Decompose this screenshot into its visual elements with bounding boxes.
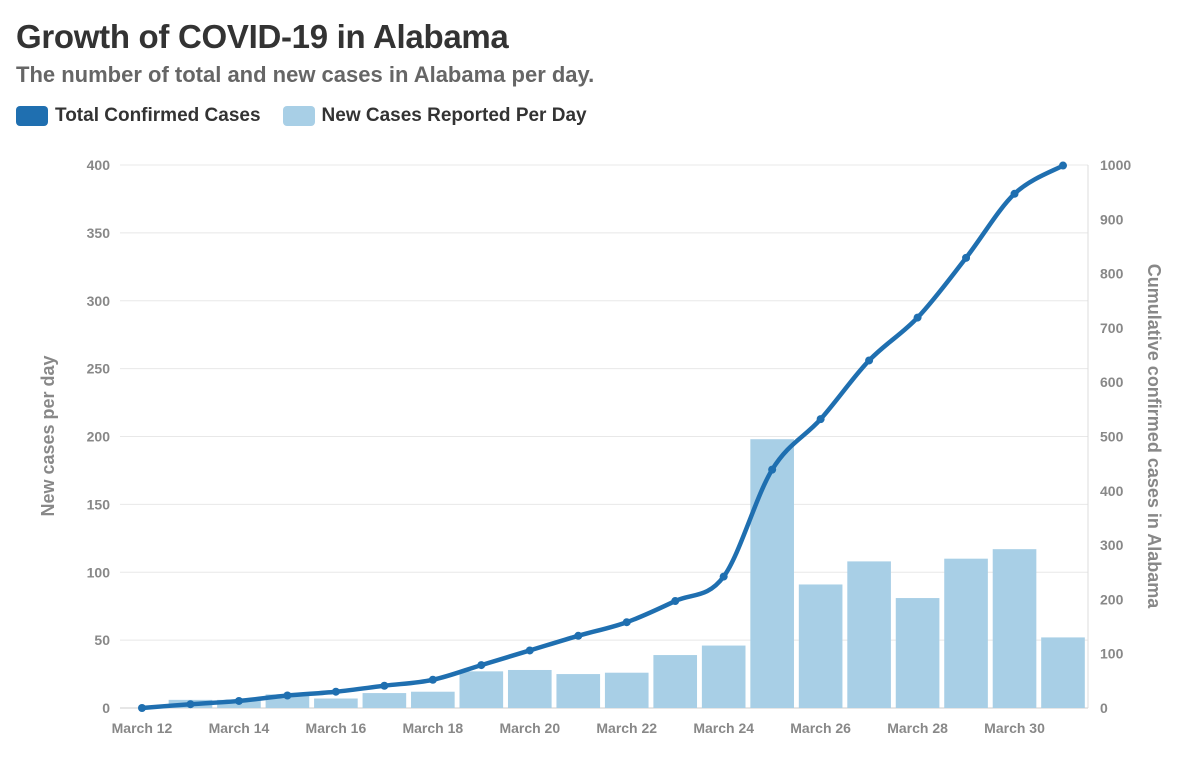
line-point: [913, 313, 922, 322]
bar-series: [168, 439, 1085, 708]
bar: [1041, 637, 1085, 708]
grid-lines: [120, 164, 1089, 709]
line-point: [138, 704, 146, 712]
y2-tick-label: 0: [1100, 700, 1108, 716]
bar: [507, 669, 552, 708]
x-axis-ticks: March 12 March 14 March 16 March 18 March 20…: [112, 720, 1045, 736]
chart-legend: Total Confirmed Cases New Cases Reported…: [16, 105, 609, 127]
legend-label-new: New Cases Reported Per Day: [321, 105, 587, 126]
line-point: [283, 691, 292, 700]
x-tick-label: March 12: [112, 720, 173, 736]
y2-tick-label: 500: [1100, 429, 1124, 445]
y-tick-label: 50: [94, 632, 110, 648]
legend-item-new: New Cases Reported Per Day: [282, 105, 587, 127]
line-point: [380, 681, 389, 690]
bar: [653, 655, 698, 708]
line-point: [671, 597, 680, 606]
y-tick-label: 350: [87, 225, 111, 241]
x-tick-label: March 22: [596, 720, 657, 736]
legend-swatch-total: [16, 106, 48, 126]
line-point: [865, 356, 874, 365]
bar: [701, 645, 746, 708]
line-point: [962, 253, 971, 262]
bar: [992, 549, 1037, 708]
right-axis-ticks: 0 100 200 300 400 500 600 700 800 900 1000: [1100, 157, 1131, 716]
line-point: [186, 700, 195, 709]
x-tick-label: March 30: [984, 720, 1045, 736]
y-tick-label: 250: [87, 361, 111, 377]
x-tick-label: March 18: [402, 720, 463, 736]
chart-title: Growth of COVID-19 in Alabama: [16, 18, 509, 55]
bar: [362, 693, 407, 708]
bar: [556, 674, 601, 708]
bar: [604, 672, 649, 708]
x-tick-label: March 26: [790, 720, 851, 736]
line-point: [331, 687, 340, 696]
bar: [750, 439, 794, 708]
y2-tick-label: 600: [1100, 374, 1124, 390]
y2-tick-label: 1000: [1100, 157, 1131, 173]
line-point: [816, 415, 825, 424]
bar: [459, 671, 504, 708]
line-point: [525, 646, 534, 655]
y-tick-label: 0: [102, 700, 110, 716]
x-tick-label: March 16: [306, 720, 367, 736]
legend-item-total: Total Confirmed Cases: [16, 105, 261, 127]
bar: [798, 584, 843, 708]
line-point: [234, 696, 243, 705]
y2-tick-label: 300: [1100, 537, 1124, 553]
line-point: [574, 631, 583, 640]
left-axis-title: New cases per day: [38, 355, 58, 516]
y-tick-label: 200: [87, 429, 111, 445]
line-point: [1010, 189, 1019, 198]
y-tick-label: 400: [87, 157, 111, 173]
line-point: [622, 618, 631, 627]
y2-tick-label: 700: [1100, 320, 1124, 336]
y-tick-label: 100: [87, 564, 111, 580]
y2-tick-label: 100: [1100, 646, 1124, 662]
line-point: [719, 572, 728, 581]
line-point: [1059, 161, 1067, 170]
left-axis-ticks: 0 50 100 150 200 250 300 350 400: [87, 157, 111, 716]
right-axis-title: Cumulative confirmed cases in Alabama: [1144, 264, 1164, 609]
legend-label-total: Total Confirmed Cases: [55, 105, 261, 126]
x-tick-label: March 24: [693, 720, 754, 736]
x-tick-label: March 14: [209, 720, 270, 736]
chart-subtitle: The number of total and new cases in Ala…: [16, 62, 595, 87]
y2-tick-label: 200: [1100, 591, 1124, 607]
bar: [895, 598, 940, 708]
bar: [314, 698, 358, 708]
y2-tick-label: 400: [1100, 483, 1124, 499]
line-series: [138, 161, 1067, 712]
y2-tick-label: 800: [1100, 266, 1124, 282]
bar: [411, 691, 455, 708]
line-point: [428, 675, 437, 684]
bar: [847, 561, 891, 708]
line-point: [768, 465, 777, 474]
y-tick-label: 150: [87, 496, 111, 512]
legend-swatch-new: [282, 106, 315, 126]
y-tick-label: 300: [87, 293, 111, 309]
bar: [944, 558, 988, 708]
line-point: [477, 661, 486, 670]
x-tick-label: March 20: [499, 720, 560, 736]
y2-tick-label: 900: [1100, 211, 1124, 227]
x-tick-label: March 28: [887, 720, 948, 736]
